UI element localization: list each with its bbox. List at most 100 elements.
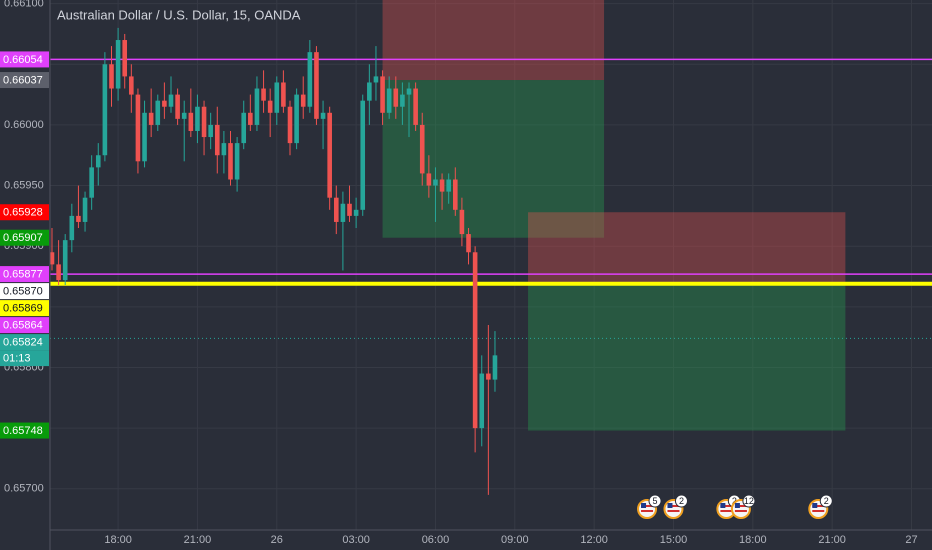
candle-body	[419, 124, 425, 174]
candle-body	[76, 215, 81, 222]
position-reward	[528, 282, 846, 431]
candle-body	[56, 264, 61, 281]
candle-body	[267, 100, 273, 113]
candle-body	[241, 112, 247, 144]
y-tick-label: 0.66100	[4, 0, 44, 10]
price-label-badge	[0, 72, 49, 89]
candle-body	[168, 94, 174, 107]
candle-body	[320, 112, 326, 119]
event-count: 5	[653, 496, 658, 506]
event-flag	[641, 503, 647, 508]
candle-body	[333, 197, 339, 222]
price-label-badge	[0, 334, 49, 351]
candle-body	[214, 124, 220, 156]
candle-body	[393, 88, 399, 107]
candle-body	[452, 179, 458, 210]
candle-body	[446, 179, 451, 192]
event-flag	[812, 505, 825, 507]
event-flag	[720, 503, 726, 508]
y-tick-label: 0.66000	[4, 119, 44, 131]
candle-body	[208, 124, 213, 138]
candle-body	[115, 40, 121, 89]
candle-body	[307, 52, 313, 107]
candle-body	[400, 94, 405, 107]
plot-area: 5 2 2 12 2	[50, 0, 932, 519]
candle-body	[340, 203, 346, 222]
candle-body	[69, 215, 75, 241]
event-flag	[734, 510, 747, 512]
event-count-badge	[742, 494, 756, 508]
event-flag	[720, 510, 733, 512]
x-tick-label: 12:00	[580, 534, 608, 546]
price-label: 0.65748	[3, 425, 43, 437]
position-risk	[382, 0, 605, 81]
price-label: 0.65864	[3, 320, 43, 332]
candle-body	[50, 252, 55, 265]
candle-body	[261, 88, 266, 101]
price-label-badge	[0, 229, 49, 246]
event-count: 2	[732, 496, 737, 506]
candle-body	[472, 252, 478, 429]
candle-body	[95, 155, 101, 168]
price-label-badge	[0, 317, 49, 334]
price-label-badge	[0, 300, 49, 317]
candle-body	[228, 143, 233, 180]
position-risk	[528, 212, 846, 283]
candle-body	[254, 88, 260, 125]
candle-body	[109, 64, 114, 89]
candle-body	[195, 106, 200, 131]
candle-body	[327, 112, 332, 198]
event-flag	[812, 510, 825, 512]
candle-body	[181, 112, 187, 119]
price-label-badge	[0, 283, 49, 300]
event-count: 2	[824, 496, 829, 506]
price-label: 0.66037	[3, 74, 43, 86]
event-flag	[734, 505, 747, 507]
price-label: 0.65824	[3, 337, 43, 349]
price-label: 0.65928	[3, 207, 43, 219]
x-tick-label: 21:00	[818, 534, 846, 546]
candle-body	[367, 82, 372, 101]
candle-body	[62, 240, 68, 281]
event-flag	[734, 503, 740, 508]
countdown-badge	[0, 350, 49, 367]
candle-body	[492, 355, 498, 380]
price-label-badge	[0, 422, 49, 439]
chart-title: Australian Dollar / U.S. Dollar, 15, OAN…	[57, 7, 301, 22]
candle-body	[486, 373, 491, 380]
candle-body	[426, 173, 432, 186]
x-tick-label: 03:00	[342, 534, 370, 546]
candle-body	[142, 112, 147, 162]
candle-body	[162, 100, 167, 107]
candle-body	[386, 88, 392, 113]
y-tick-label: 0.65700	[4, 483, 44, 495]
candle-body	[459, 209, 465, 235]
price-label: 0.65870	[3, 286, 43, 298]
event-count: 2	[679, 496, 684, 506]
candle-body	[466, 234, 471, 253]
candle-body	[82, 197, 88, 222]
event-flag	[641, 510, 654, 512]
candle-body	[89, 167, 94, 198]
price-label: 0.66054	[3, 54, 43, 66]
y-tick-label: 0.65950	[4, 179, 44, 191]
candle-body	[380, 76, 385, 113]
candle-body	[129, 76, 134, 95]
candle-body	[360, 100, 366, 210]
event-flag	[667, 510, 680, 512]
position-reward	[382, 80, 605, 238]
price-label: 0.65869	[3, 303, 43, 315]
price-label: 0.65877	[3, 269, 43, 281]
candle-body	[373, 76, 379, 83]
price-label-badge	[0, 51, 49, 68]
price-label-badge	[0, 266, 49, 283]
candle-body	[314, 52, 319, 119]
candle-body	[439, 179, 445, 192]
countdown: 01:13	[3, 353, 31, 365]
candle-body	[287, 106, 293, 144]
candle-body	[347, 203, 352, 216]
event-count-badge	[648, 494, 662, 508]
candle-body	[281, 82, 286, 107]
